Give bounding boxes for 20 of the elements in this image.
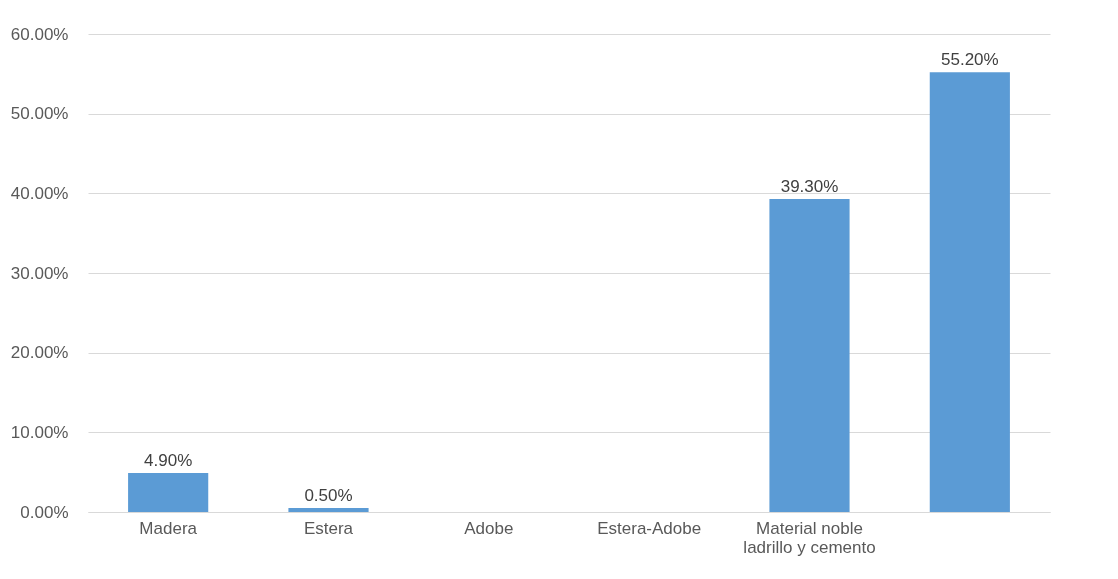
bar — [769, 198, 850, 512]
data-label: 0.50% — [304, 486, 353, 506]
bar — [128, 472, 209, 512]
x-tick-label: Madera — [139, 518, 198, 538]
y-tick-label: 20.00% — [10, 343, 69, 363]
data-label: 55.20% — [941, 50, 999, 70]
x-tick-label: Material noble ladrillo y cemento — [743, 518, 876, 557]
y-tick-label: 40.00% — [10, 183, 69, 203]
y-tick-label: 30.00% — [10, 263, 69, 283]
data-label: 39.30% — [780, 176, 839, 196]
y-tick-label: 50.00% — [10, 104, 69, 124]
y-tick-label: 0.00% — [20, 502, 69, 522]
bar — [929, 72, 1010, 512]
x-tick-label: Estera-Adobe — [597, 518, 702, 538]
bar — [288, 508, 369, 512]
x-tick-label: Adobe — [464, 518, 514, 538]
data-label: 4.90% — [144, 450, 193, 470]
y-tick-label: 60.00% — [10, 24, 69, 44]
y-tick-label: 10.00% — [10, 422, 69, 442]
x-tick-label: Estera — [303, 518, 354, 538]
